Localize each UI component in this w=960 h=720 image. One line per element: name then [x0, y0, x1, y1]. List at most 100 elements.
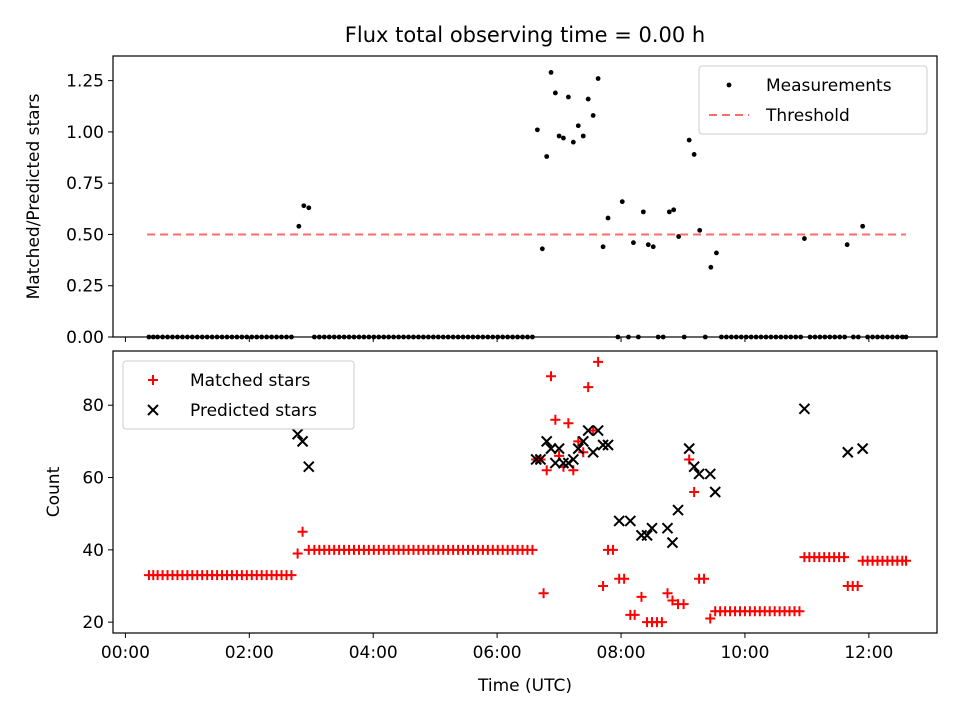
- measurement-point: [552, 90, 558, 96]
- predicted-star-point: [661, 522, 674, 534]
- matched-star-point: [607, 544, 618, 555]
- x-tick-label: 12:00: [844, 643, 893, 663]
- y-tick-label: 0.75: [66, 174, 104, 194]
- matched-star-point: [656, 617, 667, 628]
- predicted-star-point: [602, 439, 614, 451]
- legend-box: [698, 65, 928, 135]
- measurement-point: [666, 209, 672, 215]
- predicted-star-point: [683, 442, 695, 455]
- measurement-point: [548, 70, 554, 75]
- x-tick-label: 10:00: [720, 643, 769, 663]
- measurement-point: [570, 139, 576, 145]
- measurement-point: [708, 264, 714, 270]
- matched-star-point: [541, 465, 552, 476]
- x-tick-label: 08:00: [597, 643, 646, 663]
- matched-star-point: [583, 382, 594, 393]
- predicted-star-point: [798, 403, 811, 415]
- matched-star-point: [699, 573, 710, 584]
- matched-star-point: [573, 436, 584, 447]
- x-tick-label: 06:00: [473, 643, 522, 663]
- measurement-point: [296, 223, 302, 229]
- predicted-star-point: [641, 529, 653, 542]
- predicted-star-point: [856, 442, 869, 455]
- predicted-star-point: [296, 435, 309, 448]
- predicted-star-point: [592, 424, 604, 437]
- matched-star-point: [839, 552, 850, 563]
- predicted-star-point: [635, 529, 648, 542]
- matched-star-point: [286, 570, 297, 581]
- matched-star-point: [550, 414, 561, 425]
- measurement-point: [645, 242, 651, 248]
- predicted-star-point: [688, 460, 700, 473]
- predicted-star-point: [709, 486, 721, 498]
- matched-star-point: [629, 609, 640, 620]
- predicted-star-point: [693, 468, 705, 480]
- measurement-point: [605, 215, 611, 221]
- predicted-star-point: [291, 428, 304, 440]
- matched-star-point: [852, 581, 863, 591]
- measurement-point: [619, 199, 625, 205]
- predicted-star-point: [557, 457, 570, 469]
- y-tick-label: 0.50: [66, 225, 104, 245]
- axes-frame: [112, 350, 938, 634]
- x-axis-label: Time (UTC): [477, 676, 572, 696]
- legend-label: Measurements: [766, 76, 892, 96]
- measurement-point: [585, 96, 591, 102]
- measurement-point: [565, 94, 571, 100]
- matched-star-point: [593, 356, 604, 367]
- x-tick-label: 04:00: [349, 643, 398, 663]
- predicted-star-point: [704, 468, 716, 480]
- x-tick-label: 02:00: [225, 643, 274, 663]
- y-axis-label: Matched/Predicted stars: [24, 93, 44, 299]
- y-tick-label: 0.25: [66, 277, 104, 297]
- measurement-point: [575, 123, 581, 129]
- predicted-star-point: [534, 453, 547, 466]
- measurement-point: [802, 236, 807, 241]
- predicted-star-point: [530, 453, 542, 466]
- predicted-star-point: [672, 504, 684, 516]
- matched-star-point: [662, 588, 673, 599]
- matched-star-point: [538, 588, 549, 599]
- measurement-point: [860, 223, 866, 229]
- predicted-star-point: [646, 522, 658, 534]
- legend-matched-swatch: [148, 375, 158, 385]
- measurement-point: [301, 203, 307, 209]
- measurement-point: [539, 246, 545, 252]
- y-tick-label: 0.00: [66, 328, 104, 348]
- measurement-point: [306, 205, 312, 211]
- matched-star-point: [297, 526, 308, 537]
- measurement-point: [676, 234, 682, 239]
- matched-star-point: [563, 418, 574, 429]
- matched-star-point: [546, 371, 557, 382]
- measurement-point: [631, 240, 636, 246]
- measurement-point: [580, 133, 586, 139]
- measurement-point: [595, 76, 601, 81]
- predicted-star-point: [842, 446, 854, 458]
- matched-star-point: [667, 595, 678, 606]
- legend-label: Threshold: [765, 106, 850, 126]
- predicted-star-point: [613, 515, 625, 527]
- measurement-point: [686, 137, 692, 143]
- matched-star-point: [588, 425, 599, 436]
- matched-star-point: [636, 591, 647, 602]
- measurement-point: [561, 135, 566, 141]
- y-tick-label: 1.00: [66, 123, 104, 143]
- predicted-star-point: [567, 453, 580, 466]
- measurement-point: [844, 242, 850, 248]
- chart-title: Flux total observing time = 0.00 h: [345, 23, 705, 47]
- legend-label: Predicted stars: [190, 401, 317, 421]
- predicted-star-point: [577, 435, 589, 448]
- predicted-star-point: [572, 442, 584, 455]
- predicted-star-point: [540, 435, 553, 448]
- legend-predicted-swatch: [147, 404, 159, 416]
- legend-measurement-swatch: [726, 82, 732, 88]
- measurement-point: [600, 244, 606, 250]
- x-tick-label: 00:00: [101, 643, 150, 663]
- matched-star-point: [901, 555, 912, 566]
- predicted-star-point: [666, 536, 679, 549]
- measurement-point: [714, 250, 719, 256]
- y-tick-label: 60: [82, 469, 104, 489]
- predicted-star-point: [597, 439, 609, 451]
